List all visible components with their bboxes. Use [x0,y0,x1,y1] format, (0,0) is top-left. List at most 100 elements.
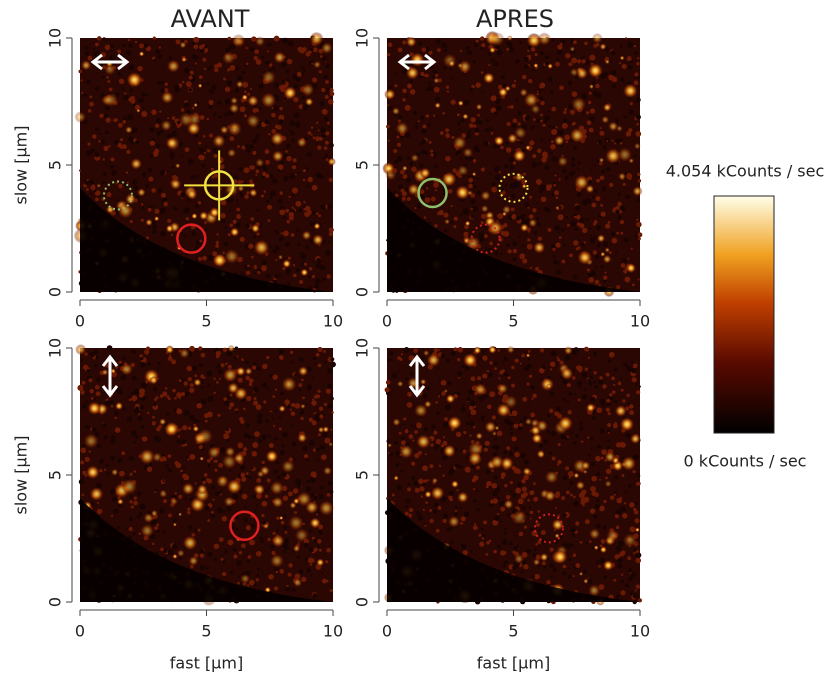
speckle [135,139,140,144]
speckle [223,241,229,247]
speckle [592,222,596,226]
speckle [213,543,220,550]
speckle [568,476,572,479]
speckle [105,164,108,167]
speckle [605,223,611,229]
bright-spot [455,185,470,200]
speckle [587,272,593,278]
speckle [284,538,290,543]
speckle [108,193,111,196]
speckle [619,138,624,143]
speckle [180,469,183,473]
speckle [433,114,436,117]
speckle [141,92,146,97]
speckle [256,573,260,578]
speckle [217,100,222,105]
speckle [562,475,566,478]
speckle [278,114,285,121]
speckle [138,512,143,517]
speckle [278,274,282,277]
speckle [304,211,310,217]
speckle [126,149,131,155]
speckle [305,458,309,462]
speckle [625,194,630,199]
speckle [167,117,170,120]
speckle [586,111,590,115]
speckle [533,547,537,552]
speckle [430,443,434,447]
speckle [197,528,201,532]
speckle [594,503,601,510]
speckle [574,433,579,439]
speckle [512,161,517,165]
speckle [181,444,184,447]
speckle [111,496,117,502]
speckle [157,188,163,193]
speckle [572,575,575,578]
speckle [565,216,569,219]
speckle [274,124,280,129]
speckle [561,259,566,264]
speckle [327,204,332,209]
bright-spot [494,425,500,431]
speckle [216,365,221,369]
speckle [540,196,547,203]
speckle [83,93,88,98]
speckle [251,451,258,457]
speckle [291,442,297,447]
speckle [137,98,142,103]
speckle [474,150,477,153]
speckle [152,228,157,234]
speckle [221,515,228,522]
bright-spot [269,480,285,496]
speckle [220,214,224,218]
bright-spot [262,522,270,530]
speckle [539,96,544,101]
speckle [193,44,199,50]
speckle [254,510,257,513]
speckle [567,80,573,86]
speckle [323,350,327,353]
speckle [255,173,258,176]
speckle [330,428,333,431]
speckle [273,437,278,441]
speckle [178,396,181,399]
speckle [147,362,151,366]
speckle [171,116,176,120]
speckle [578,385,582,389]
speckle [257,413,263,419]
speckle [503,356,508,362]
speckle [480,46,484,50]
bright-spot [154,216,160,222]
speckle [634,501,638,506]
bright-spot [608,121,619,132]
speckle [524,64,530,70]
speckle [317,363,322,368]
speckle [491,415,496,420]
speckle [198,141,202,145]
speckle [284,530,288,534]
speckle [81,91,84,94]
speckle [187,510,191,515]
speckle [423,74,426,77]
speckle [273,469,278,475]
speckle [210,167,215,171]
speckle [417,120,420,123]
speckle [551,456,556,461]
speckle [155,436,162,443]
speckle [306,384,313,390]
bright-spot [253,239,270,256]
speckle [266,274,271,279]
speckle [324,437,331,444]
speckle [461,365,465,368]
bright-spot [503,499,514,510]
speckle [408,513,413,518]
speckle [593,188,598,193]
speckle [81,477,85,480]
speckle [426,124,430,128]
bright-spot [281,376,297,392]
speckle [445,155,451,162]
bright-spot [480,190,491,201]
speckle [243,432,250,439]
speckle [260,539,264,544]
